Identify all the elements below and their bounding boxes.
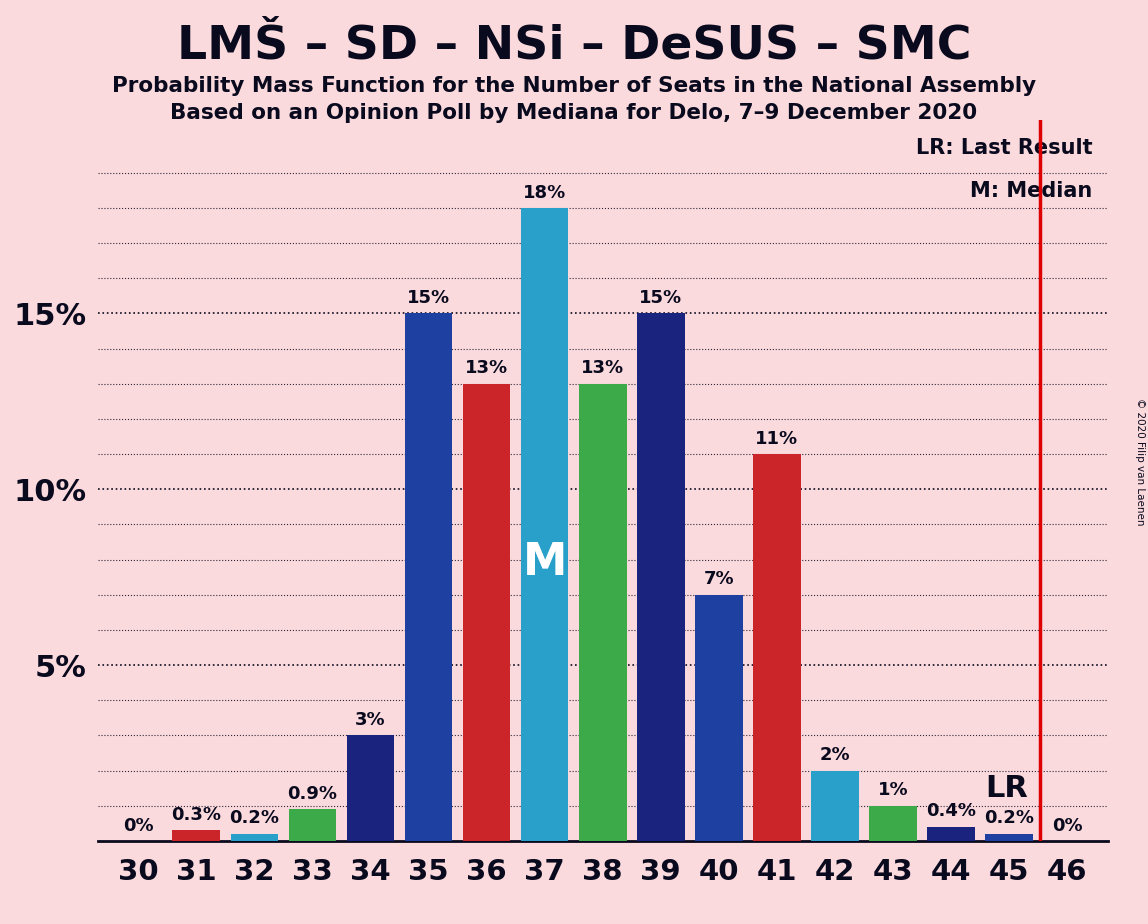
Bar (695, 595, 743, 841)
Bar (928, 827, 975, 841)
Text: Probability Mass Function for the Number of Seats in the National Assembly: Probability Mass Function for the Number… (113, 76, 1035, 96)
Bar (405, 313, 452, 841)
Text: © 2020 Filip van Laenen: © 2020 Filip van Laenen (1135, 398, 1145, 526)
Bar (463, 383, 511, 841)
Text: LR: LR (985, 773, 1027, 803)
Text: LMŠ – SD – NSi – DeSUS – SMC: LMŠ – SD – NSi – DeSUS – SMC (177, 23, 971, 68)
Text: 0.2%: 0.2% (984, 809, 1034, 828)
Bar (288, 809, 336, 841)
Bar (172, 831, 220, 841)
Text: M: Median: M: Median (970, 181, 1093, 201)
Text: Based on an Opinion Poll by Mediana for Delo, 7–9 December 2020: Based on an Opinion Poll by Mediana for … (170, 103, 978, 124)
Text: 0.2%: 0.2% (230, 809, 279, 828)
Text: 7%: 7% (704, 570, 734, 589)
Bar (637, 313, 684, 841)
Text: 0.4%: 0.4% (926, 802, 976, 821)
Text: 18%: 18% (523, 184, 566, 201)
Text: 15%: 15% (406, 289, 450, 307)
Text: 15%: 15% (639, 289, 682, 307)
Bar (869, 806, 917, 841)
Text: 0%: 0% (1052, 817, 1083, 834)
Bar (579, 383, 627, 841)
Text: 1%: 1% (878, 782, 908, 799)
Bar (347, 736, 394, 841)
Bar (231, 833, 278, 841)
Bar (521, 208, 568, 841)
Text: 0.3%: 0.3% (171, 806, 222, 824)
Text: 13%: 13% (581, 359, 625, 378)
Text: M: M (522, 541, 567, 584)
Bar (985, 833, 1033, 841)
Text: 11%: 11% (755, 430, 799, 448)
Bar (812, 771, 859, 841)
Text: 0%: 0% (123, 817, 154, 834)
Text: 3%: 3% (355, 711, 386, 729)
Text: 13%: 13% (465, 359, 509, 378)
Text: 2%: 2% (820, 747, 851, 764)
Bar (753, 454, 800, 841)
Text: LR: Last Result: LR: Last Result (916, 139, 1093, 158)
Text: 0.9%: 0.9% (287, 784, 338, 803)
